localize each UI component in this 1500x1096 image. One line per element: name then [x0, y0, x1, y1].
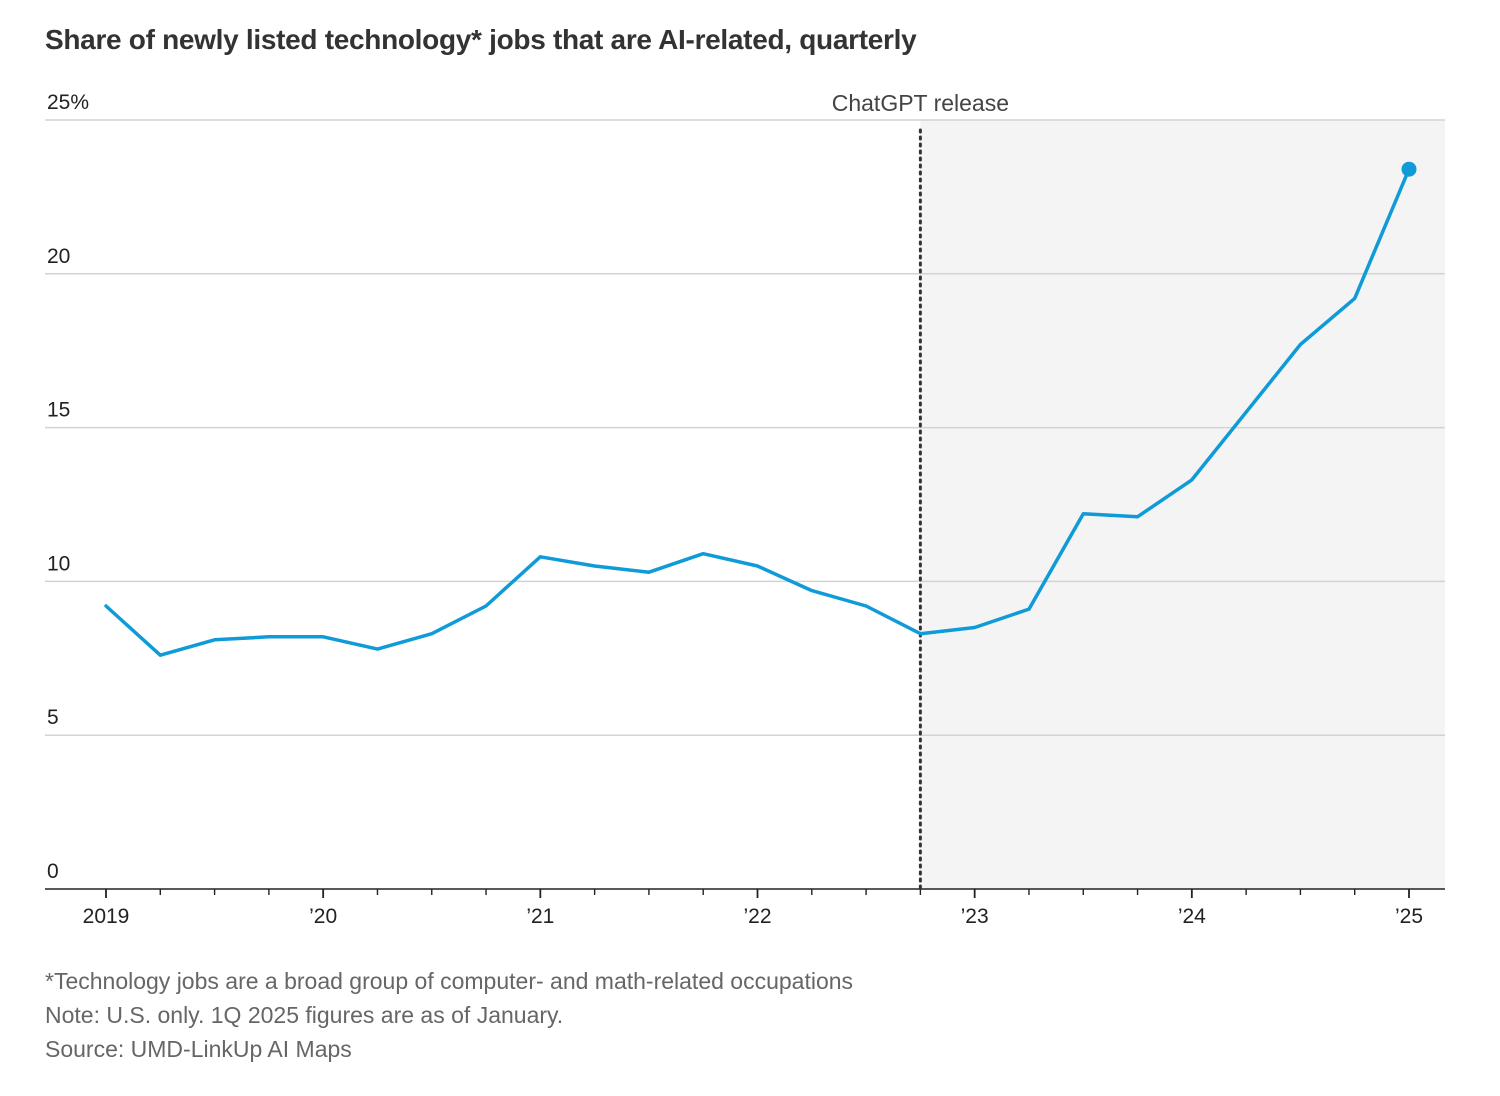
chatgpt-release-label: ChatGPT release [832, 90, 1009, 116]
chart-notes: *Technology jobs are a broad group of co… [45, 964, 853, 1066]
series-line [104, 167, 1411, 657]
x-tick-label: ’20 [309, 905, 337, 928]
source: Source: UMD-LinkUp AI Maps [45, 1036, 352, 1062]
y-tick-label: 10 [47, 552, 70, 575]
x-tick-label: 2019 [83, 905, 130, 928]
x-tick-label: ’23 [961, 905, 989, 928]
x-tick-label: ’24 [1178, 905, 1206, 928]
y-tick-label: 5 [47, 706, 59, 729]
shaded-region [920, 120, 1445, 889]
y-tick-label: 15 [47, 399, 70, 422]
footnote: *Technology jobs are a broad group of co… [45, 968, 854, 994]
y-tick-label: 20 [47, 245, 70, 268]
y-tick-label: 0 [47, 860, 59, 883]
latest-data-point [1401, 161, 1417, 177]
x-tick-label: ’22 [743, 905, 771, 928]
line-chart: 0 5 10 15 20 25% 2019 ’20 ’21 ’22 ’23 ’24 ’25 ChatGPT… [45, 90, 1445, 928]
note: Note: U.S. only. 1Q 2025 figures are as … [45, 1002, 564, 1028]
chart-title: Share of newly listed technology* jobs t… [45, 24, 917, 55]
x-tick-label: ’25 [1395, 905, 1423, 928]
y-tick-label: 25% [47, 91, 89, 114]
x-tick-label: ’21 [526, 905, 554, 928]
